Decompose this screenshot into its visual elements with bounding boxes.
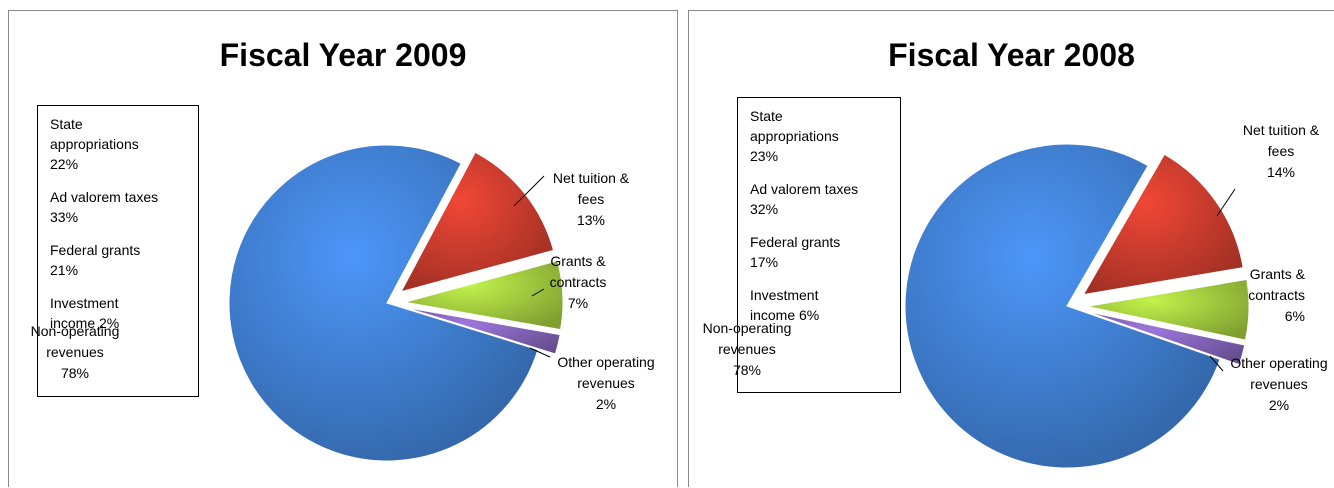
leader-line — [1216, 188, 1236, 217]
leader-line — [529, 347, 551, 358]
slice-label: Non-operating revenues 78% — [31, 323, 120, 381]
legend-box: State appropriations 22% Ad valorem taxe… — [37, 105, 199, 397]
pie-slice-non-operating — [228, 144, 539, 462]
legend-entry-investment-income: Investment income 2% — [50, 295, 120, 331]
slice-label: Net tuition & fees 13% — [553, 170, 630, 228]
chart-panel-fy2008: Fiscal Year 2008 State appropriations 23… — [688, 10, 1334, 487]
leader-line — [1209, 355, 1224, 372]
legend-entry-state-appropriations: State appropriations 23% — [750, 108, 839, 164]
pie-slice-grants — [404, 260, 564, 331]
chart-title: Fiscal Year 2009 — [219, 37, 467, 73]
pie-slice-other-operating — [1086, 310, 1246, 366]
leader-line — [531, 288, 545, 297]
pie-chart-fy2009: Net tuition & fees 13% Grants & contracts 7% O… — [31, 144, 655, 462]
legend-box: State appropriations 23% Ad valorem taxe… — [737, 97, 901, 393]
pie-slice-grants — [1086, 278, 1250, 341]
legend-entry-federal-grants: Federal grants 17% — [750, 234, 841, 270]
slice-label: Net tuition & fees 14% — [1243, 122, 1320, 180]
slice-label: Other operating revenues 2% — [557, 354, 654, 412]
slice-label: Grants & contracts 7% — [550, 253, 607, 311]
pie-slice-other-operating — [404, 306, 561, 355]
legend-entry-ad-valorem-taxes: Ad valorem taxes 32% — [750, 181, 859, 217]
pie-slice-net-tuition — [1082, 153, 1244, 296]
chart-panel-fy2009: Fiscal Year 2009 State appropriations 22… — [8, 10, 678, 487]
slice-label: Non-operating revenues 78% — [703, 320, 792, 378]
legend-entry-ad-valorem-taxes: Ad valorem taxes 33% — [50, 189, 159, 225]
leader-line — [513, 175, 545, 207]
pie-slice-net-tuition — [400, 151, 555, 293]
pie-slice-non-operating — [904, 143, 1221, 469]
legend-entry-state-appropriations: State appropriations 22% — [50, 116, 139, 172]
pie-chart-fy2008: Net tuition & fees 14% Grants & contracts 6% O… — [703, 122, 1328, 469]
chart-title: Fiscal Year 2008 — [888, 37, 1135, 73]
legend-entry-federal-grants: Federal grants 21% — [50, 242, 141, 278]
legend-entry-investment-income: Investment income 6% — [750, 287, 820, 323]
slice-label: Grants & contracts 6% — [1248, 266, 1305, 324]
slice-label: Other operating revenues 2% — [1230, 355, 1327, 413]
